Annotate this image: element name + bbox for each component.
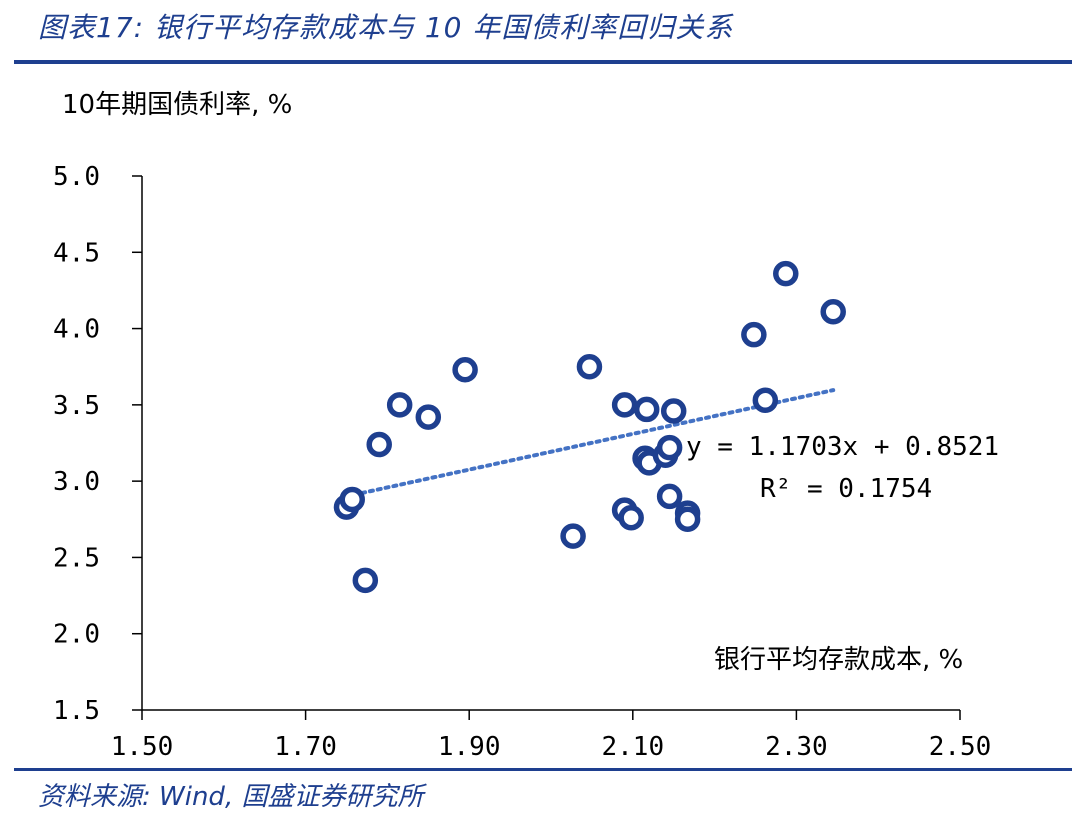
top-rule [14,60,1072,64]
x-tick-label: 2.50 [929,732,992,762]
x-tick-label: 2.30 [765,732,828,762]
x-tick-label: 1.70 [274,732,337,762]
scatter-point [773,260,799,287]
y-tick-label: 1.5 [53,696,100,726]
scatter-point [660,398,687,424]
points-group [333,260,846,594]
y-tick-label: 3.5 [53,391,100,421]
regression-equation: y = 1.1703x + 0.8521 [686,432,999,462]
scatter-point [656,483,683,510]
scatter-point [741,321,767,348]
x-tick-label: 1.50 [111,732,174,762]
y-tick-label: 2.5 [53,543,100,573]
scatter-point [611,392,638,418]
scatter-point [415,404,442,430]
scatter-point [618,505,644,531]
scatter-point [366,431,392,458]
y-tick-label: 2.0 [53,620,100,650]
trendline [344,388,836,499]
chart-axes: 1.5 2.0 2.5 3.0 3.5 4.0 4.5 5.0 1.50 1.70 1.90 2.10… [53,162,991,762]
scatter-point [560,523,586,549]
x-axis-label: 银行平均存款成本, % [714,645,963,675]
scatter-point [352,567,379,594]
scatter-point [656,434,683,461]
x-tick-label: 2.10 [601,732,664,762]
scatter-point [576,353,603,380]
y-tick-label: 3.0 [53,467,100,497]
y-axis-label: 10年期国债利率, % [62,90,292,120]
scatter-point [386,392,413,418]
source-note: 资料来源: Wind, 国盛证券研究所 [38,782,424,812]
y-tick-label: 4.5 [53,238,100,268]
bottom-rule [14,768,1072,771]
scatter-point [674,506,701,533]
x-tick-label: 1.90 [438,732,501,762]
scatter-point [752,387,779,414]
r-squared-label: R² = 0.1754 [760,474,932,504]
figure-title: 图表17: 银行平均存款成本与 10 年国债利率回归关系 [38,11,734,44]
y-tick-label: 5.0 [53,162,100,192]
scatter-point [339,486,365,513]
trendline-group [344,388,836,499]
y-tick-label: 4.0 [53,315,100,345]
scatter-point [452,357,478,383]
scatter-point [820,299,846,325]
scatter-point [633,396,660,423]
